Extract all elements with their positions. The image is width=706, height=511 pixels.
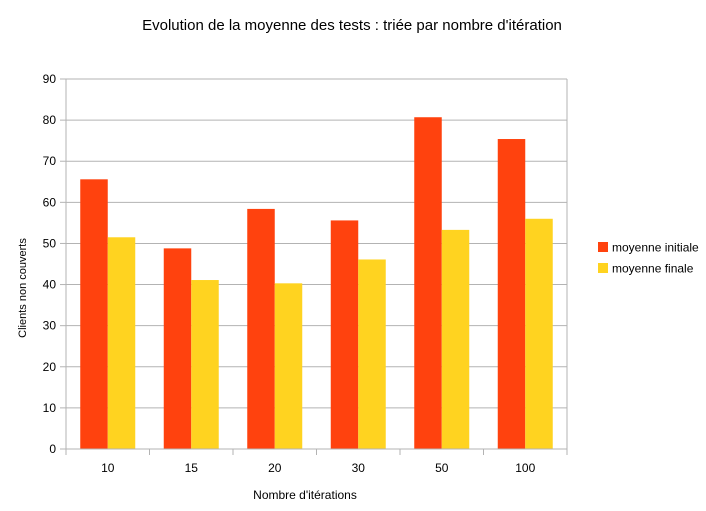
x-tick-label: 20 <box>268 461 282 475</box>
y-tick-label: 60 <box>43 195 57 209</box>
chart-title: Evolution de la moyenne des tests : trié… <box>142 17 562 34</box>
gridlines <box>66 78 567 450</box>
axes <box>60 78 568 455</box>
y-tick-label: 20 <box>43 360 57 374</box>
x-tick-label: 100 <box>515 461 535 475</box>
y-tick-label: 30 <box>43 319 57 333</box>
y-tick-label: 90 <box>43 72 57 86</box>
legend: moyenne initiale moyenne finale <box>598 241 699 276</box>
x-tick-label: 30 <box>352 461 366 475</box>
y-tick-label: 0 <box>49 442 56 456</box>
bar-final-15 <box>191 280 219 449</box>
bar-final-50 <box>441 229 470 449</box>
bar-final-10 <box>107 237 136 449</box>
bar-initial-10 <box>80 179 108 450</box>
legend-swatch-initial <box>598 242 608 252</box>
bar-initial-20 <box>247 208 275 449</box>
x-axis-label: Nombre d'itérations <box>253 488 357 502</box>
x-tick-labels: 10 15 20 30 50 100 <box>101 461 536 475</box>
bar-final-20 <box>274 283 303 449</box>
bar-initial-30 <box>330 220 359 449</box>
x-tick-label: 10 <box>101 461 115 475</box>
bar-initial-100 <box>497 139 526 449</box>
x-tick-label: 50 <box>435 461 449 475</box>
legend-label-final: moyenne finale <box>612 262 694 276</box>
bar-initial-15 <box>163 248 192 449</box>
bars <box>80 117 553 450</box>
legend-label-initial: moyenne initiale <box>612 241 699 255</box>
y-tick-label: 10 <box>43 401 57 415</box>
y-tick-label: 40 <box>43 278 57 292</box>
x-tick-label: 15 <box>185 461 199 475</box>
bar-final-100 <box>525 218 553 449</box>
y-tick-label: 80 <box>43 113 57 127</box>
bar-final-30 <box>358 259 386 449</box>
y-tick-label: 70 <box>43 154 57 168</box>
legend-swatch-final <box>598 263 608 273</box>
bar-initial-50 <box>414 117 442 449</box>
y-tick-labels: 0 10 20 30 40 50 60 70 80 90 <box>43 72 57 456</box>
y-tick-label: 50 <box>43 236 57 250</box>
y-axis-label: Clients non couverts <box>17 238 29 338</box>
